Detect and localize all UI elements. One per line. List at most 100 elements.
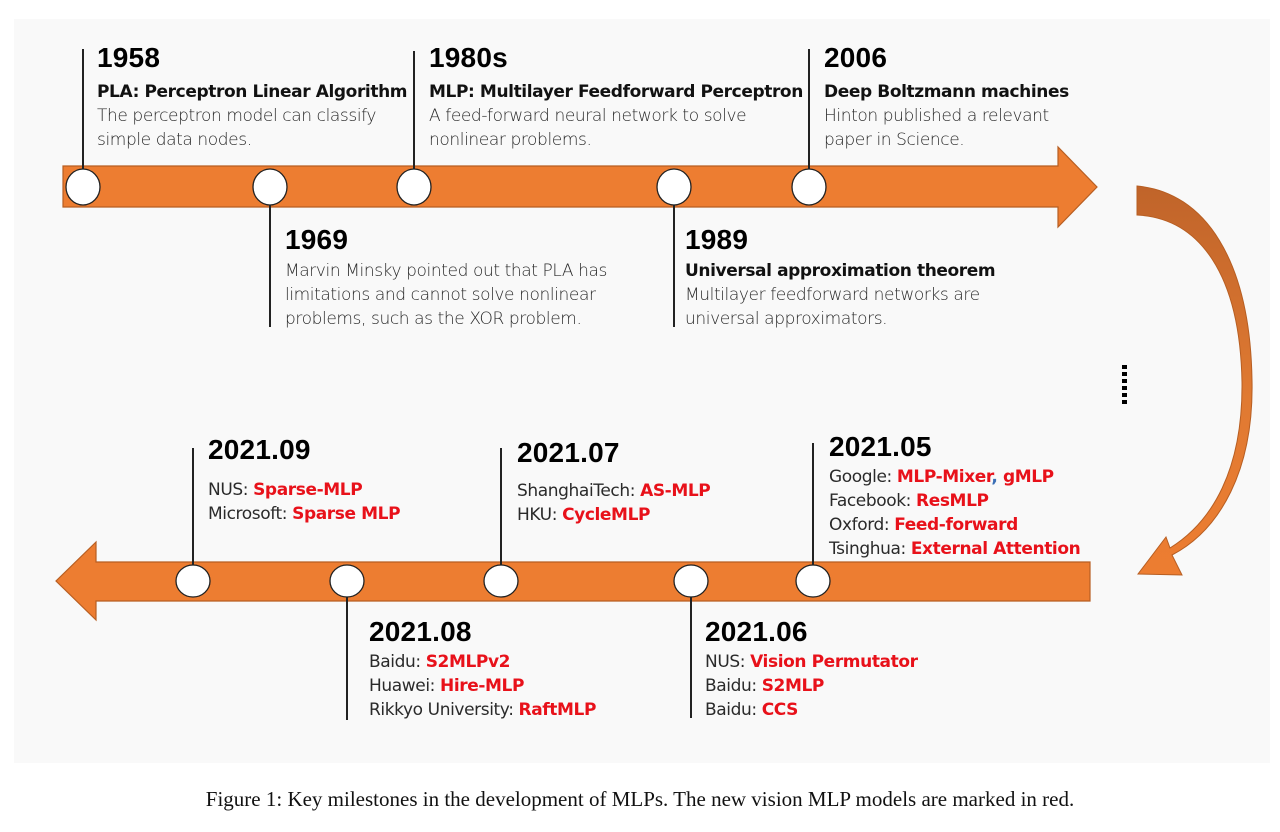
model-name: CCS bbox=[761, 700, 799, 720]
entry-line: Google: MLP-Mixer, gMLP bbox=[829, 465, 1080, 489]
event-desc-line: universal approximators. bbox=[685, 309, 888, 329]
event-2021-06: 2021.06 NUS: Vision Permutator Baidu: S2M… bbox=[705, 616, 918, 722]
entry-line: NUS: Sparse-MLP bbox=[208, 478, 400, 502]
organization-label: NUS: bbox=[208, 480, 254, 500]
figure-panel bbox=[14, 19, 1270, 763]
entry-line: Baidu: S2MLP bbox=[705, 674, 918, 698]
model-name: CycleMLP bbox=[562, 505, 651, 525]
event-title: Universal approximation theorem bbox=[685, 261, 996, 281]
organization-label: ShanghaiTech: bbox=[517, 481, 641, 501]
model-name: ResMLP bbox=[916, 491, 989, 511]
organization-label: Baidu: bbox=[705, 700, 762, 720]
model-name: MLP-Mixer bbox=[896, 467, 992, 487]
top-timeline-arrow bbox=[62, 145, 1098, 229]
figure-caption: Figure 1: Key milestones in the developm… bbox=[205, 787, 1075, 811]
event-year: 1958 bbox=[97, 42, 161, 73]
event-entries: ShanghaiTech: AS-MLP HKU: CycleMLP bbox=[517, 479, 711, 527]
event-desc-line: Hinton published a relevant bbox=[824, 106, 1049, 126]
organization-label: NUS: bbox=[705, 652, 751, 672]
entry-line: Baidu: S2MLPv2 bbox=[369, 650, 596, 674]
organization-label: Oxford: bbox=[829, 515, 895, 535]
entry-line: Facebook: ResMLP bbox=[829, 489, 1080, 513]
event-desc-line: problems, such as the XOR problem. bbox=[285, 309, 582, 329]
model-name: Vision Permutator bbox=[750, 652, 918, 672]
model-name: S2MLPv2 bbox=[425, 652, 511, 672]
event-title: PLA: Perceptron Linear Algorithm bbox=[97, 82, 408, 102]
entry-line: Baidu: CCS bbox=[705, 698, 918, 722]
entry-line: Huawei: Hire-MLP bbox=[369, 674, 596, 698]
model-name: RaftMLP bbox=[518, 700, 597, 720]
timeline-node bbox=[329, 564, 365, 598]
event-2006: 2006 Deep Boltzmann machines Hinton publ… bbox=[824, 42, 1069, 152]
event-entries: Baidu: S2MLPv2 Huawei: Hire-MLP Rikkyo Uni… bbox=[369, 650, 596, 722]
event-2021-08: 2021.08 Baidu: S2MLPv2 Huawei: Hire-MLP Ri… bbox=[369, 616, 596, 722]
event-year: 1989 bbox=[685, 224, 749, 255]
entry-line: Tsinghua: External Attention bbox=[829, 537, 1081, 561]
event-1969: 1969 Marvin Minsky pointed out that PLA … bbox=[285, 224, 607, 331]
organization-label: Rikkyo University: bbox=[369, 700, 519, 720]
event-desc-line: Marvin Minsky pointed out that PLA has bbox=[285, 261, 607, 281]
model-separator: , bbox=[991, 467, 1003, 487]
event-desc-line: limitations and cannot solve nonlinear bbox=[285, 285, 596, 305]
event-title: Deep Boltzmann machines bbox=[824, 82, 1069, 102]
event-year: 1980s bbox=[429, 42, 508, 73]
organization-label: Google: bbox=[829, 467, 897, 487]
event-year: 1969 bbox=[285, 224, 349, 255]
event-desc-line: Multilayer feedforward networks are bbox=[685, 285, 980, 305]
timeline-node bbox=[175, 564, 211, 598]
event-1958: 1958 PLA: Perceptron Linear Algorithm Th… bbox=[97, 42, 407, 152]
timeline-node bbox=[252, 168, 288, 206]
model-name: gMLP bbox=[1002, 467, 1054, 487]
event-1980s: 1980s MLP: Multilayer Feedforward Percep… bbox=[429, 42, 803, 152]
model-name: Sparse MLP bbox=[292, 504, 401, 524]
model-name: Sparse-MLP bbox=[253, 480, 363, 500]
model-name: Feed-forward bbox=[894, 515, 1018, 535]
organization-label: Baidu: bbox=[369, 652, 426, 672]
organization-label: Facebook: bbox=[829, 491, 917, 511]
timeline-node bbox=[65, 168, 101, 206]
timeline-node bbox=[396, 168, 432, 206]
event-entries: NUS: Sparse-MLP Microsoft: Sparse MLP bbox=[208, 478, 401, 526]
model-name: External Attention bbox=[910, 539, 1081, 559]
event-title: MLP: Multilayer Feedforward Perceptron bbox=[429, 82, 803, 102]
event-year: 2021.08 bbox=[369, 616, 472, 647]
event-desc-line: nonlinear problems. bbox=[429, 130, 592, 150]
model-name: AS-MLP bbox=[640, 481, 711, 501]
entry-line: ShanghaiTech: AS-MLP bbox=[517, 479, 711, 503]
timeline-node bbox=[483, 564, 519, 598]
organization-label: Baidu: bbox=[705, 676, 762, 696]
organization-label: Tsinghua: bbox=[829, 539, 911, 559]
event-entries: Google: MLP-Mixer, gMLP Facebook: ResMLP O… bbox=[829, 465, 1081, 561]
event-year: 2021.09 bbox=[208, 434, 311, 465]
timeline-node bbox=[791, 168, 827, 206]
organization-label: Microsoft: bbox=[208, 504, 293, 524]
organization-label: HKU: bbox=[517, 505, 563, 525]
organization-label: Huawei: bbox=[369, 676, 440, 696]
entry-line: HKU: CycleMLP bbox=[517, 503, 710, 527]
model-name: S2MLP bbox=[761, 676, 825, 696]
entry-line: Rikkyo University: RaftMLP bbox=[369, 698, 596, 722]
event-2021-05: 2021.05 Google: MLP-Mixer, gMLP Facebook:… bbox=[829, 431, 1081, 561]
event-2021-09: 2021.09 NUS: Sparse-MLP Microsoft: Sparse… bbox=[208, 434, 401, 526]
event-year: 2021.06 bbox=[705, 616, 808, 647]
event-2021-07: 2021.07 ShanghaiTech: AS-MLP HKU: CycleML… bbox=[517, 437, 711, 527]
entry-line: Microsoft: Sparse MLP bbox=[208, 502, 401, 526]
event-year: 2021.05 bbox=[829, 431, 932, 462]
event-desc-line: simple data nodes. bbox=[97, 130, 252, 150]
event-entries: NUS: Vision Permutator Baidu: S2MLP Baidu:… bbox=[705, 650, 918, 722]
event-year: 2006 bbox=[824, 42, 888, 73]
event-desc-line: paper in Science. bbox=[824, 130, 965, 150]
event-1989: 1989 Universal approximation theorem Mul… bbox=[685, 224, 996, 331]
continuation-ellipsis bbox=[1122, 365, 1127, 409]
bottom-timeline-arrow bbox=[55, 540, 1091, 622]
event-desc-line: A feed-forward neural network to solve bbox=[429, 106, 747, 126]
timeline-node bbox=[656, 168, 692, 206]
timeline-node bbox=[673, 564, 709, 598]
event-year: 2021.07 bbox=[517, 437, 620, 468]
entry-line: Oxford: Feed-forward bbox=[829, 513, 1080, 537]
curved-connector-arrow bbox=[1136, 185, 1253, 576]
entry-line: NUS: Vision Permutator bbox=[705, 650, 918, 674]
event-desc-line: The perceptron model can classify bbox=[97, 106, 377, 126]
timeline-node bbox=[795, 564, 831, 598]
